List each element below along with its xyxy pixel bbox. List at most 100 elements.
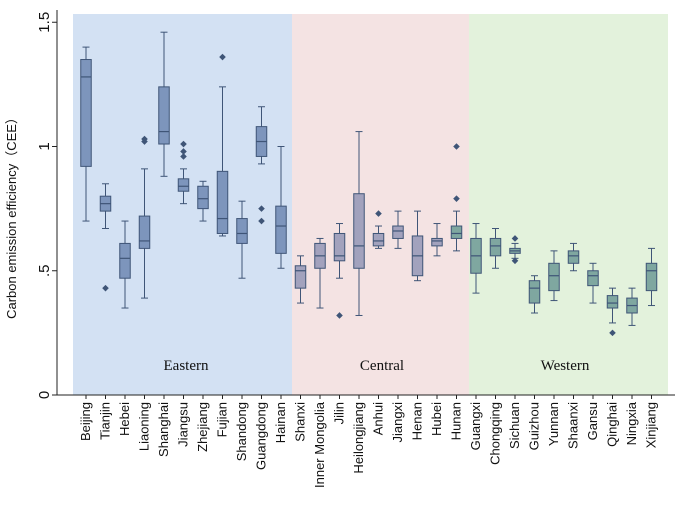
box-guangxi (470, 223, 482, 294)
region-label-western: Western (541, 358, 590, 374)
x-tick-label: Hubei (429, 402, 444, 436)
box-henan (411, 210, 424, 282)
box-iqr (177, 178, 190, 192)
box-ningxia (626, 287, 638, 326)
box-liaoning (138, 135, 151, 299)
outlier-point (102, 284, 109, 292)
box-iqr (158, 86, 170, 145)
box-iqr (353, 193, 365, 269)
box-iqr (333, 232, 346, 262)
x-tick-label: Qinghai (605, 402, 620, 447)
x-tick-label: Ningxia (624, 401, 639, 445)
x-tick-label: Zhejiang (195, 402, 210, 452)
box-iqr (372, 232, 385, 247)
box-iqr (567, 250, 580, 264)
box-iqr (216, 170, 229, 234)
x-tick-label: Gansu (585, 402, 600, 440)
box-iqr (431, 237, 443, 247)
box-shaanxi (567, 242, 580, 272)
box-iqr (489, 237, 502, 257)
box-shanghai (158, 31, 170, 177)
box-iqr (236, 218, 248, 244)
region-label-central: Central (360, 358, 404, 374)
outlier-point (258, 205, 265, 212)
box-iqr (606, 295, 619, 309)
box-tianjin (99, 183, 112, 292)
x-tick-label: Jiangxi (390, 402, 405, 443)
box-iqr (197, 185, 209, 210)
y-axis-title: Carbon emission efficiency（CEE） (4, 111, 19, 319)
box-iqr (548, 262, 560, 292)
box-jiangsu (177, 140, 190, 205)
x-tick-label: Hebei (117, 402, 132, 436)
labels: Beijing Tianjin Hebei Liaoning Shanghai Jiang… (78, 358, 659, 488)
box-xinjiang (645, 247, 658, 307)
box-yunnan (548, 250, 560, 302)
box-chongqing (489, 228, 502, 269)
x-tick-label: Chongqing (488, 402, 503, 465)
outlier-point (453, 195, 460, 202)
x-tick-label: Guangxi (468, 402, 483, 451)
box-iqr (645, 262, 658, 292)
x-tick-label: Fujian (215, 402, 230, 437)
box-iqr (119, 242, 131, 279)
box-jiangxi (392, 210, 404, 249)
outlier-point (180, 153, 187, 160)
box-iqr (528, 280, 541, 304)
x-tick-label: Henan (410, 402, 425, 440)
box-beijing (80, 46, 92, 222)
outlier-point (258, 217, 265, 225)
x-tick-label: Inner Mongolia (312, 401, 327, 488)
x-tick-label: Liaoning (137, 402, 152, 451)
x-tick-label: Hainan (273, 402, 288, 443)
box-sichuan (509, 235, 521, 265)
x-tick-label: Shanxi (293, 402, 308, 442)
x-tick-label: Yunnan (546, 402, 561, 446)
outlier-point (609, 329, 616, 337)
outlier-point (453, 143, 460, 150)
box-anhui (372, 210, 385, 249)
x-tick-label: Xinjiang (644, 402, 659, 448)
outlier-point (375, 210, 382, 217)
box-iqr (80, 59, 92, 167)
region-band-western (469, 14, 668, 395)
box-fujian (216, 53, 229, 237)
outlier-point (180, 148, 187, 155)
x-tick-label: Shandong (234, 402, 249, 461)
x-tick-label: Beijing (78, 402, 93, 441)
box-shanxi (294, 255, 307, 304)
x-tick-label: Jiangsu (176, 402, 191, 447)
box-hubei (431, 223, 443, 257)
box-hebei (119, 220, 131, 309)
y-tick-label: 0 (36, 391, 53, 399)
box-zhejiang (197, 180, 209, 222)
box-heilongjiang (353, 131, 365, 316)
box-iqr (138, 215, 151, 249)
x-tick-label: Guizhou (527, 402, 542, 450)
axes: 0 .5 1 1.5 Carbon emission efficiency（CEE） (4, 10, 675, 399)
region-bands (73, 14, 668, 395)
outlier-point (511, 257, 519, 265)
x-tick-label: Tianjin (98, 402, 113, 440)
boxes (80, 31, 658, 337)
box-shandong (236, 200, 248, 279)
y-tick-label: 1.5 (36, 12, 53, 33)
x-tick-label: Heilongjiang (351, 402, 366, 474)
x-tick-label: Shaanxi (566, 402, 581, 449)
box-iqr (392, 225, 404, 239)
region-band-central (292, 14, 469, 395)
x-tick-label: Shanghai (156, 402, 171, 457)
box-guangdong (255, 106, 268, 225)
outlier-point (219, 53, 226, 61)
outlier-point (511, 235, 519, 242)
x-tick-label: Hunan (449, 402, 464, 440)
box-iqr (587, 270, 599, 287)
box-guizhou (528, 275, 541, 314)
y-tick-label: 1 (36, 142, 53, 150)
region-label-eastern: Eastern (164, 358, 209, 374)
box-inner-mongolia (314, 237, 326, 309)
box-hainan (275, 146, 287, 269)
x-tick-label: Sichuan (507, 402, 522, 449)
x-tick-label: Jilin (332, 402, 347, 424)
